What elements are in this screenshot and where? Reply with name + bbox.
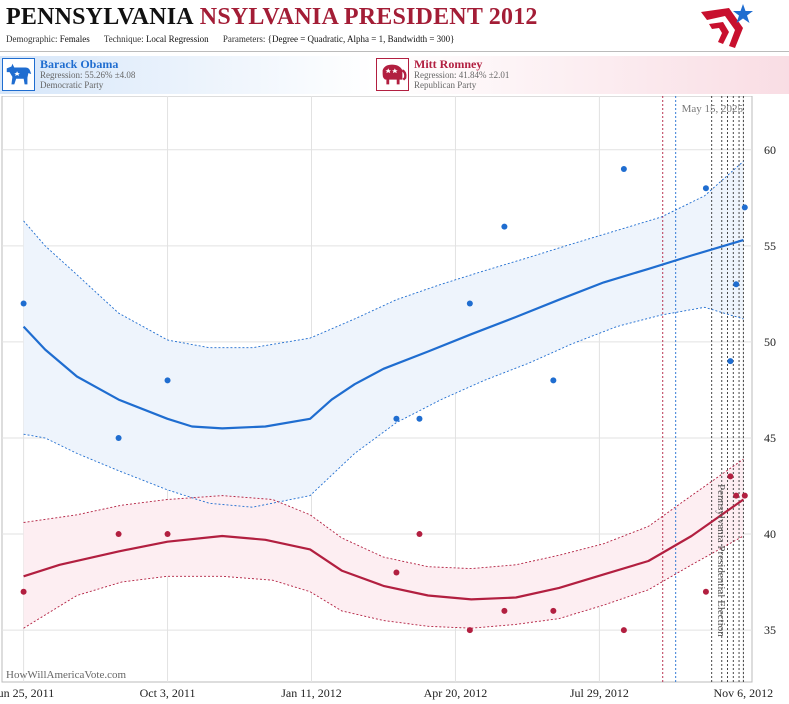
header: PENNSYLVANIA NSYLVANIA PRESIDENT 2012 Dem…: [0, 0, 789, 52]
site-watermark: HowWillAmericaVote.com: [6, 669, 126, 681]
poll-point: [501, 607, 508, 614]
upper-bound-line: [23, 458, 744, 570]
candidate-party: Democratic Party: [40, 80, 104, 90]
confidence-band: [23, 161, 744, 508]
candidate-name: Mitt Romney: [414, 57, 483, 71]
event-lines: [662, 96, 744, 682]
poll-point: [733, 492, 740, 499]
x-tick-label: Jan 11, 2012: [281, 686, 342, 700]
parameters-value: {Degree = Quadratic, Alpha = 1, Bandwidt…: [267, 34, 455, 44]
current-date-label: May 15, 2025: [682, 103, 744, 115]
x-tick-label: Oct 3, 2011: [140, 686, 196, 700]
poll-points: [20, 166, 748, 634]
candidate-regression: Regression: 41.84% ±2.01: [414, 70, 510, 80]
x-tick-label: Nov 6, 2012: [714, 686, 774, 700]
elephant-icon: [376, 58, 409, 91]
poll-point: [416, 415, 423, 422]
trend-lines: [22, 160, 745, 629]
title-state: PENNSYLVANIA: [6, 4, 194, 30]
axes: 35 40 45 50 55 60 Jun 25, 2011 Oct 3, 2011 Jan 1…: [0, 143, 776, 700]
election-event-label: Pennsylvania Presidential Election: [715, 484, 727, 637]
y-tick-label: 50: [764, 335, 776, 349]
poll-point: [550, 607, 557, 614]
demographic-label: Demographic:: [6, 34, 58, 44]
title-race: NSYLVANIA PRESIDENT 2012: [199, 4, 538, 30]
technique-label: Technique:: [103, 34, 144, 44]
poll-point: [620, 166, 627, 173]
poll-point: [702, 185, 709, 192]
poll-chart: 35 40 45 50 55 60 Jun 25, 2011 Oct 3, 2011 Jan 1…: [0, 96, 776, 700]
donkey-icon: [2, 58, 35, 91]
y-tick-label: 40: [764, 527, 776, 541]
parameters-line: Demographic: Females Technique: Local Re…: [6, 34, 466, 44]
site-logo-icon: [701, 4, 753, 48]
page-title: PENNSYLVANIA NSYLVANIA PRESIDENT 2012: [6, 4, 538, 31]
y-tick-label: 60: [764, 143, 776, 157]
x-tick-label: Apr 20, 2012: [424, 686, 488, 700]
poll-point: [550, 377, 557, 384]
poll-point: [620, 627, 627, 634]
technique-value: Local Regression: [145, 34, 209, 44]
candidate-democrat: Barack Obama Regression: 55.26% ±4.08 De…: [0, 56, 374, 94]
poll-point: [702, 588, 709, 595]
demographic-value: Females: [59, 34, 90, 44]
poll-point: [20, 300, 27, 307]
y-tick-label: 35: [764, 623, 776, 637]
candidate-panel: Barack Obama Regression: 55.26% ±4.08 De…: [0, 56, 789, 94]
poll-point: [393, 569, 400, 576]
parameters-label: Parameters:: [222, 34, 266, 44]
poll-point: [466, 627, 473, 634]
y-tick-label: 55: [764, 239, 776, 253]
lower-bound-line: [23, 306, 744, 508]
candidate-party: Republican Party: [414, 80, 477, 90]
poll-point: [164, 531, 171, 538]
regression-line: [22, 239, 744, 430]
poll-point: [416, 531, 423, 538]
poll-point: [727, 473, 734, 480]
poll-point: [733, 281, 740, 288]
poll-point: [115, 434, 122, 441]
upper-bound-line: [23, 160, 744, 349]
poll-point: [115, 531, 122, 538]
poll-point: [501, 223, 508, 230]
candidate-name: Barack Obama: [40, 57, 119, 71]
x-tick-label: Jul 29, 2012: [570, 686, 629, 700]
poll-point: [741, 492, 748, 499]
candidate-regression: Regression: 55.26% ±4.08: [40, 70, 136, 80]
lower-bound-line: [23, 535, 744, 629]
poll-point: [466, 300, 473, 307]
poll-point: [393, 415, 400, 422]
x-tick-label: Jun 25, 2011: [0, 686, 54, 700]
poll-point: [164, 377, 171, 384]
candidate-republican: Mitt Romney Regression: 41.84% ±2.01 Rep…: [374, 56, 789, 94]
poll-point: [727, 358, 734, 365]
y-tick-label: 45: [764, 431, 776, 445]
poll-point: [741, 204, 748, 211]
poll-point: [20, 588, 27, 595]
regression-line: [23, 498, 745, 601]
